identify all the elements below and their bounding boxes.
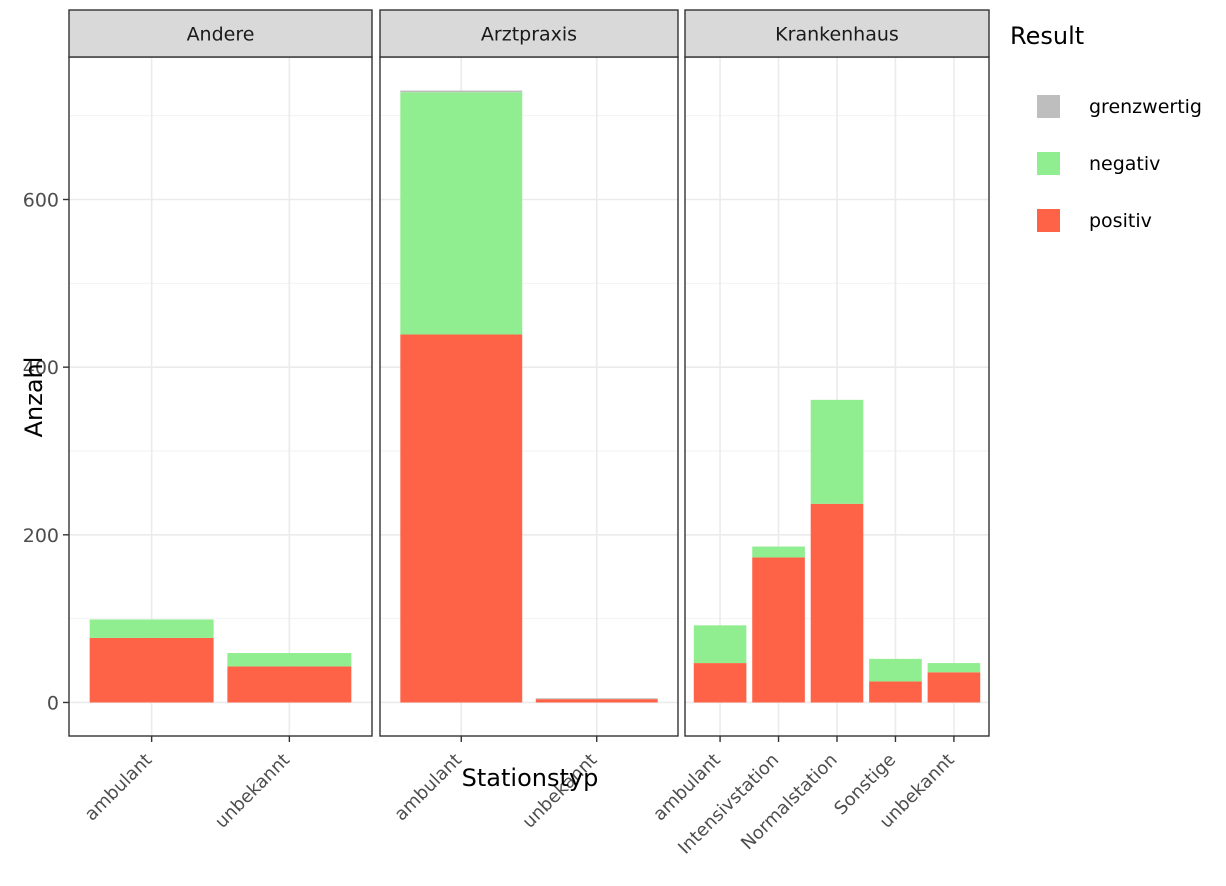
bar-negativ-sonstige [869, 658, 922, 682]
x-tick-label: Intensivstation [674, 750, 783, 859]
bar-positiv-unbekannt [227, 666, 352, 703]
bar-grenzwertig-unbekannt [535, 698, 658, 700]
legend-key-negativ [1037, 152, 1060, 175]
bar-positiv-normalstation [810, 503, 864, 703]
legend-key-positiv [1037, 209, 1060, 232]
bar-negativ-unbekannt [227, 653, 352, 667]
bar-positiv-intensivstation [752, 557, 805, 703]
y-tick-label: 400 [23, 357, 59, 379]
bar-positiv-unbekannt [535, 699, 658, 703]
facet-strip-2 [684, 9, 990, 58]
y-axis-title: Anzahl [20, 357, 48, 438]
y-tick-label: 200 [23, 525, 59, 547]
bar-negativ-ambulant [89, 619, 214, 638]
legend-label: positiv [1089, 210, 1152, 232]
legend-label: negativ [1089, 153, 1160, 175]
bar-negativ-intensivstation [752, 546, 805, 558]
bar-positiv-ambulant [89, 637, 214, 703]
bar-negativ-ambulant [400, 92, 523, 335]
x-tick-label: unbekannt [211, 750, 294, 833]
bar-negativ-ambulant [693, 625, 747, 664]
y-tick-label: 600 [23, 190, 59, 212]
legend-label: grenzwertig [1089, 96, 1202, 118]
facet-label: Krankenhaus [775, 24, 899, 46]
bar-positiv-unbekannt [927, 672, 981, 703]
bar-grenzwertig-ambulant [400, 90, 523, 93]
x-axis-title: Stationstyp [462, 764, 599, 792]
bar-positiv-ambulant [693, 663, 747, 703]
facet-label: Arztpraxis [481, 24, 577, 46]
bar-positiv-ambulant [400, 334, 523, 703]
x-tick-label: ambulant [81, 750, 157, 826]
facet-strip-1 [379, 9, 679, 58]
facet-strip-0 [68, 9, 373, 58]
bar-negativ-unbekannt [927, 663, 981, 673]
x-tick-label: ambulant [390, 750, 466, 826]
legend-title: Result [1010, 22, 1084, 50]
y-tick-label: 0 [47, 692, 59, 714]
facet-label: Andere [187, 24, 255, 46]
bar-positiv-sonstige [869, 681, 922, 703]
bar-negativ-normalstation [810, 399, 864, 504]
legend-key-grenzwertig [1037, 95, 1060, 118]
